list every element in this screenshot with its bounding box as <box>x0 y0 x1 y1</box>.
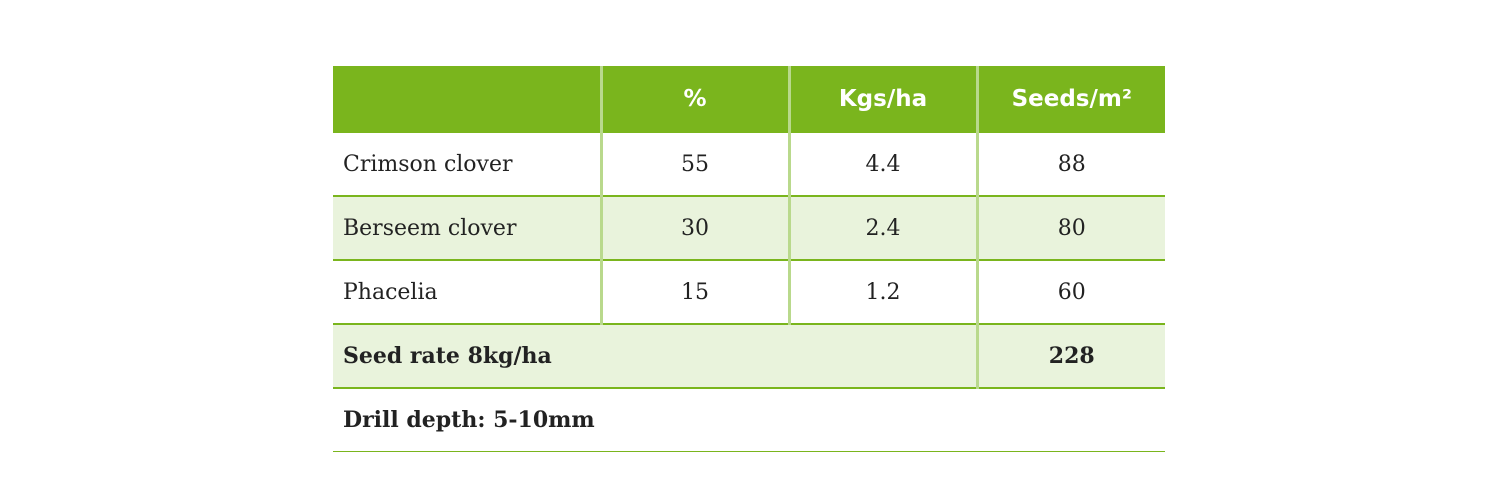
cell: 2.4 <box>787 195 977 260</box>
note: Drill depth: 5-10mm <box>333 387 1165 452</box>
row: Berseem clover 30 2.4 80 <box>333 195 1165 260</box>
cell: 15 <box>599 259 789 324</box>
cell: Crimson clover <box>333 131 601 196</box>
row: Crimson clover 55 4.4 88 <box>333 131 1165 196</box>
total-row: Seed rate 8kg/ha 228 <box>333 323 1165 388</box>
total-label: Seed rate 8kg/ha <box>333 323 977 388</box>
seed-table: % Kgs/ha Seeds/m² Crimson clover 55 4.4 … <box>333 66 1165 452</box>
header-cell: % <box>599 66 789 132</box>
cell: 55 <box>599 131 789 196</box>
cell: 88 <box>975 131 1165 196</box>
cell: 1.2 <box>787 259 977 324</box>
cell: 80 <box>975 195 1165 260</box>
header-row: % Kgs/ha Seeds/m² <box>333 66 1165 132</box>
header-cell: Kgs/ha <box>787 66 977 132</box>
header-cell: Seeds/m² <box>975 66 1165 132</box>
cell: Phacelia <box>333 259 601 324</box>
row: Phacelia 15 1.2 60 <box>333 259 1165 324</box>
cell: 30 <box>599 195 789 260</box>
cell: 60 <box>975 259 1165 324</box>
note-row: Drill depth: 5-10mm <box>333 387 1165 452</box>
cell: 4.4 <box>787 131 977 196</box>
header-cell <box>333 66 601 132</box>
cell: Berseem clover <box>333 195 601 260</box>
total-value: 228 <box>975 323 1165 388</box>
